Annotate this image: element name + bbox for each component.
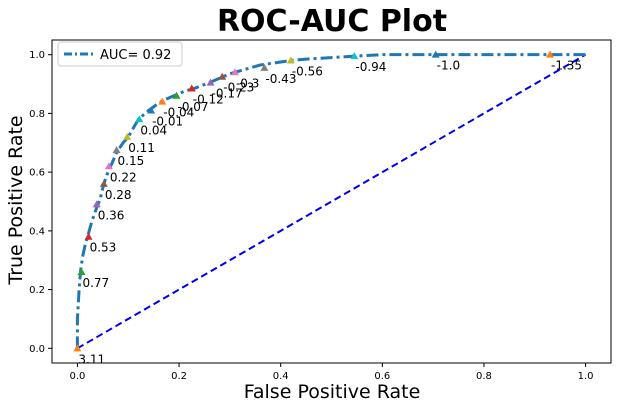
threshold-marker: [84, 232, 93, 240]
legend-box: [57, 41, 183, 67]
y-tick-label: 1.0: [29, 50, 45, 61]
random-classifier-line: [76, 53, 587, 350]
threshold-label: -0.12: [193, 92, 224, 106]
threshold-label: 0.28: [105, 188, 132, 202]
threshold-label: -0.23: [223, 81, 254, 95]
threshold-marker: [123, 132, 132, 140]
threshold-label: 0.53: [90, 241, 117, 255]
threshold-marker: [230, 68, 239, 76]
plot-area: 0.0 0.2 0.4 0.6 0.8 1.0 0.0 0.2 0.4 0.6 0.8 1.0 3.…: [29, 39, 612, 382]
threshold-marker: [112, 146, 121, 154]
threshold-label: 0.22: [110, 170, 137, 184]
x-tick-label: 1.0: [578, 371, 594, 382]
threshold-marker: [286, 56, 295, 64]
threshold-label: 3.11: [78, 352, 105, 366]
threshold-marker: [350, 52, 359, 60]
legend-entry-roc: AUC= 0.92: [100, 48, 171, 63]
y-axis-ticks: 0.0 0.2 0.4 0.6 0.8 1.0: [29, 50, 52, 355]
threshold-label: -0.07: [178, 100, 209, 114]
y-tick-label: 0.2: [29, 285, 45, 296]
threshold-label: -0.17: [212, 87, 243, 101]
threshold-marker: [99, 179, 108, 187]
y-tick-label: 0.8: [29, 109, 45, 120]
threshold-markers: 3.110.770.530.360.280.220.150.110.04-0.0…: [73, 50, 582, 366]
threshold-marker: [92, 200, 101, 208]
threshold-marker: [135, 115, 144, 123]
x-axis-label: False Positive Rate: [244, 381, 421, 403]
threshold-marker: [158, 97, 167, 105]
threshold-marker: [187, 84, 196, 92]
threshold-label: 0.04: [140, 123, 167, 137]
threshold-label: -1.0: [437, 59, 460, 73]
threshold-marker: [260, 63, 269, 71]
threshold-marker: [77, 267, 86, 275]
threshold-label: 0.11: [128, 141, 155, 155]
threshold-label: -0.04: [163, 106, 194, 120]
threshold-marker: [206, 78, 215, 86]
threshold-marker: [172, 91, 181, 99]
axes-frame: [51, 39, 612, 364]
threshold-marker: [147, 106, 156, 114]
threshold-label: -0.43: [265, 72, 296, 86]
x-tick-label: 0.8: [476, 371, 492, 382]
threshold-label: 0.15: [118, 154, 145, 168]
x-tick-label: 0.2: [171, 371, 187, 382]
threshold-label: -0.01: [152, 114, 183, 128]
threshold-label: -0.94: [355, 60, 386, 74]
x-tick-label: 0.4: [273, 371, 289, 382]
y-tick-label: 0.6: [29, 168, 45, 179]
x-axis-ticks: 0.0 0.2 0.4 0.6 0.8 1.0: [69, 363, 594, 382]
x-tick-label: 0.0: [69, 371, 85, 382]
x-tick-label: 0.6: [374, 371, 390, 382]
threshold-label: 0.36: [98, 208, 125, 222]
roc-curve-line: [75, 53, 586, 349]
threshold-marker: [104, 162, 113, 170]
y-tick-label: 0.4: [29, 226, 45, 237]
chart-title: ROC-AUC Plot: [217, 4, 447, 39]
threshold-label: 0.77: [82, 276, 109, 290]
threshold-marker: [431, 50, 440, 58]
threshold-label: -0.3: [236, 76, 259, 90]
threshold-marker: [546, 50, 555, 58]
threshold-marker: [218, 72, 227, 80]
threshold-label: -1.35: [551, 59, 582, 73]
threshold-marker: [73, 344, 82, 352]
y-tick-label: 0.0: [29, 344, 45, 355]
threshold-label: -0.56: [292, 65, 323, 79]
y-axis-label: True Positive Rate: [5, 115, 27, 285]
legend: AUC= 0.92: [57, 41, 183, 67]
